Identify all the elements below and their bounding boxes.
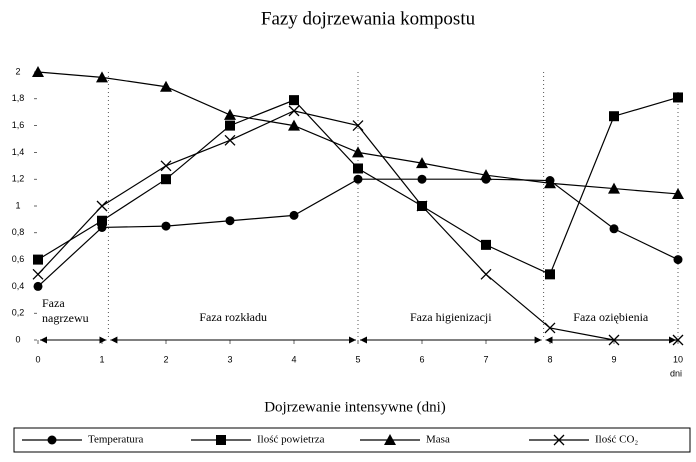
x-tick-label: 10: [673, 354, 683, 364]
point: [352, 146, 364, 158]
point: [289, 210, 299, 220]
phase-label: Faza oziębienia: [573, 310, 649, 324]
y-tick-label: 1,8: [12, 93, 25, 103]
x-tick-label: 7: [483, 354, 488, 364]
legend-marker: [216, 435, 226, 445]
x-tick-label: 3: [227, 354, 232, 364]
point: [96, 200, 108, 212]
point: [673, 255, 683, 265]
legend-label: Masa: [426, 434, 450, 446]
point: [160, 80, 172, 92]
y-tick-label: 0,6: [12, 254, 25, 264]
point: [609, 224, 619, 234]
legend-label: Ilość powietrza: [257, 434, 325, 446]
point: [224, 108, 236, 120]
point: [608, 334, 620, 346]
point: [97, 215, 107, 226]
point: [417, 174, 427, 184]
point: [289, 95, 299, 106]
point: [480, 268, 492, 280]
point: [673, 92, 683, 103]
point: [416, 200, 428, 212]
point: [608, 182, 620, 194]
phase-label-box: Faza rozkładu: [199, 310, 267, 324]
x-tick-label: 1: [99, 354, 104, 364]
point: [32, 268, 44, 280]
y-tick-label: 0,2: [12, 308, 25, 318]
point: [353, 163, 363, 174]
x-tick-label: 0: [35, 354, 40, 364]
phase-label-box: Faza nagrzewu: [42, 296, 89, 325]
point: [672, 334, 684, 346]
point: [480, 169, 492, 181]
chart-title: Fazy dojrzewania kompostu: [261, 8, 476, 29]
point: [224, 134, 236, 146]
x-unit: dni: [670, 368, 682, 378]
point: [353, 174, 363, 184]
point: [33, 254, 43, 265]
x-tick-label: 8: [547, 354, 552, 364]
point: [225, 216, 235, 226]
x-tick-label: 9: [611, 354, 616, 364]
x-tick-label: 6: [419, 354, 424, 364]
y-tick-label: 2: [15, 66, 20, 76]
phase-label-box: Faza oziębienia: [573, 310, 649, 324]
point: [225, 120, 235, 131]
legend-marker: [553, 434, 565, 446]
point: [416, 157, 428, 169]
point: [352, 120, 364, 132]
point: [32, 66, 44, 77]
legend-marker: [47, 435, 57, 445]
point: [96, 71, 108, 83]
point: [609, 111, 619, 122]
y-tick-label: 1,6: [12, 120, 25, 130]
point: [33, 281, 43, 291]
y-tick-label: 1: [15, 200, 20, 210]
phase-label: Faza nagrzewu: [42, 296, 89, 325]
legend-marker: [384, 434, 396, 445]
point: [288, 119, 300, 131]
point: [544, 322, 556, 334]
phase-label-box: Faza higienizacji: [409, 310, 492, 324]
phase-label: Faza rozkładu: [199, 310, 267, 324]
point: [481, 239, 491, 250]
phase-label: Faza higienizacji: [409, 310, 492, 324]
y-tick-label: 1,4: [12, 147, 25, 157]
point: [545, 269, 555, 280]
x-tick-label: 2: [163, 354, 168, 364]
legend-box: [13, 427, 691, 453]
point: [160, 160, 172, 172]
point: [161, 174, 171, 185]
legend-label: Temperatura: [88, 434, 144, 446]
x-tick-label: 5: [355, 354, 360, 364]
x-tick-label: 4: [291, 354, 296, 364]
y-tick-label: 0: [15, 334, 20, 344]
y-tick-label: 0,4: [12, 281, 25, 291]
legend-label: Ilość CO₂: [595, 434, 638, 446]
point: [288, 105, 300, 117]
y-tick-label: 1,2: [12, 174, 25, 184]
point: [544, 177, 556, 189]
x-axis-title: Dojrzewanie intensywne (dni): [264, 399, 446, 415]
point: [672, 187, 684, 199]
point: [161, 221, 171, 231]
y-tick-label: 0,8: [12, 227, 25, 237]
